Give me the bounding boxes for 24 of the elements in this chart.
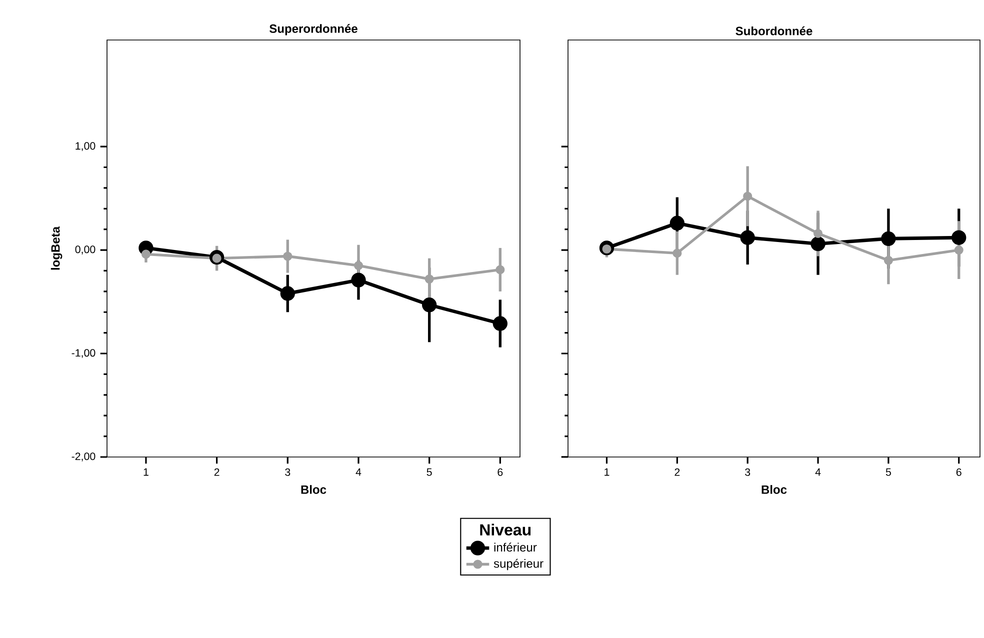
chart-title: Superordonnée — [270, 24, 358, 36]
y-tick-label: -2,00 — [72, 452, 96, 462]
x-tick-label: 6 — [956, 468, 962, 476]
y-tick-label: -1,00 — [72, 349, 96, 358]
x-tick-label: 5 — [886, 468, 891, 476]
x-axis-title: Bloc — [301, 485, 326, 494]
legend-label: inférieur — [494, 542, 537, 552]
legend-title: Niveau — [480, 524, 531, 536]
y-axis-title: logBeta — [50, 226, 62, 270]
x-tick-label: 5 — [426, 468, 432, 476]
y-tick-label: 0,00 — [75, 246, 96, 254]
legend-label: supérieur — [494, 558, 544, 570]
y-tick-label: 1,00 — [76, 142, 96, 151]
x-tick-label: 3 — [285, 468, 290, 476]
x-tick-label: 4 — [356, 468, 362, 476]
x-tick-label: 4 — [815, 468, 821, 476]
x-tick-label: 2 — [214, 468, 220, 476]
x-tick-label: 1 — [604, 468, 610, 476]
x-axis-title: Bloc — [762, 485, 787, 494]
x-tick-label: 3 — [745, 468, 750, 476]
chart-title: Subordonnée — [736, 26, 812, 36]
x-tick-label: 2 — [674, 468, 680, 476]
x-tick-label: 1 — [144, 468, 148, 476]
x-tick-label: 6 — [498, 468, 503, 476]
